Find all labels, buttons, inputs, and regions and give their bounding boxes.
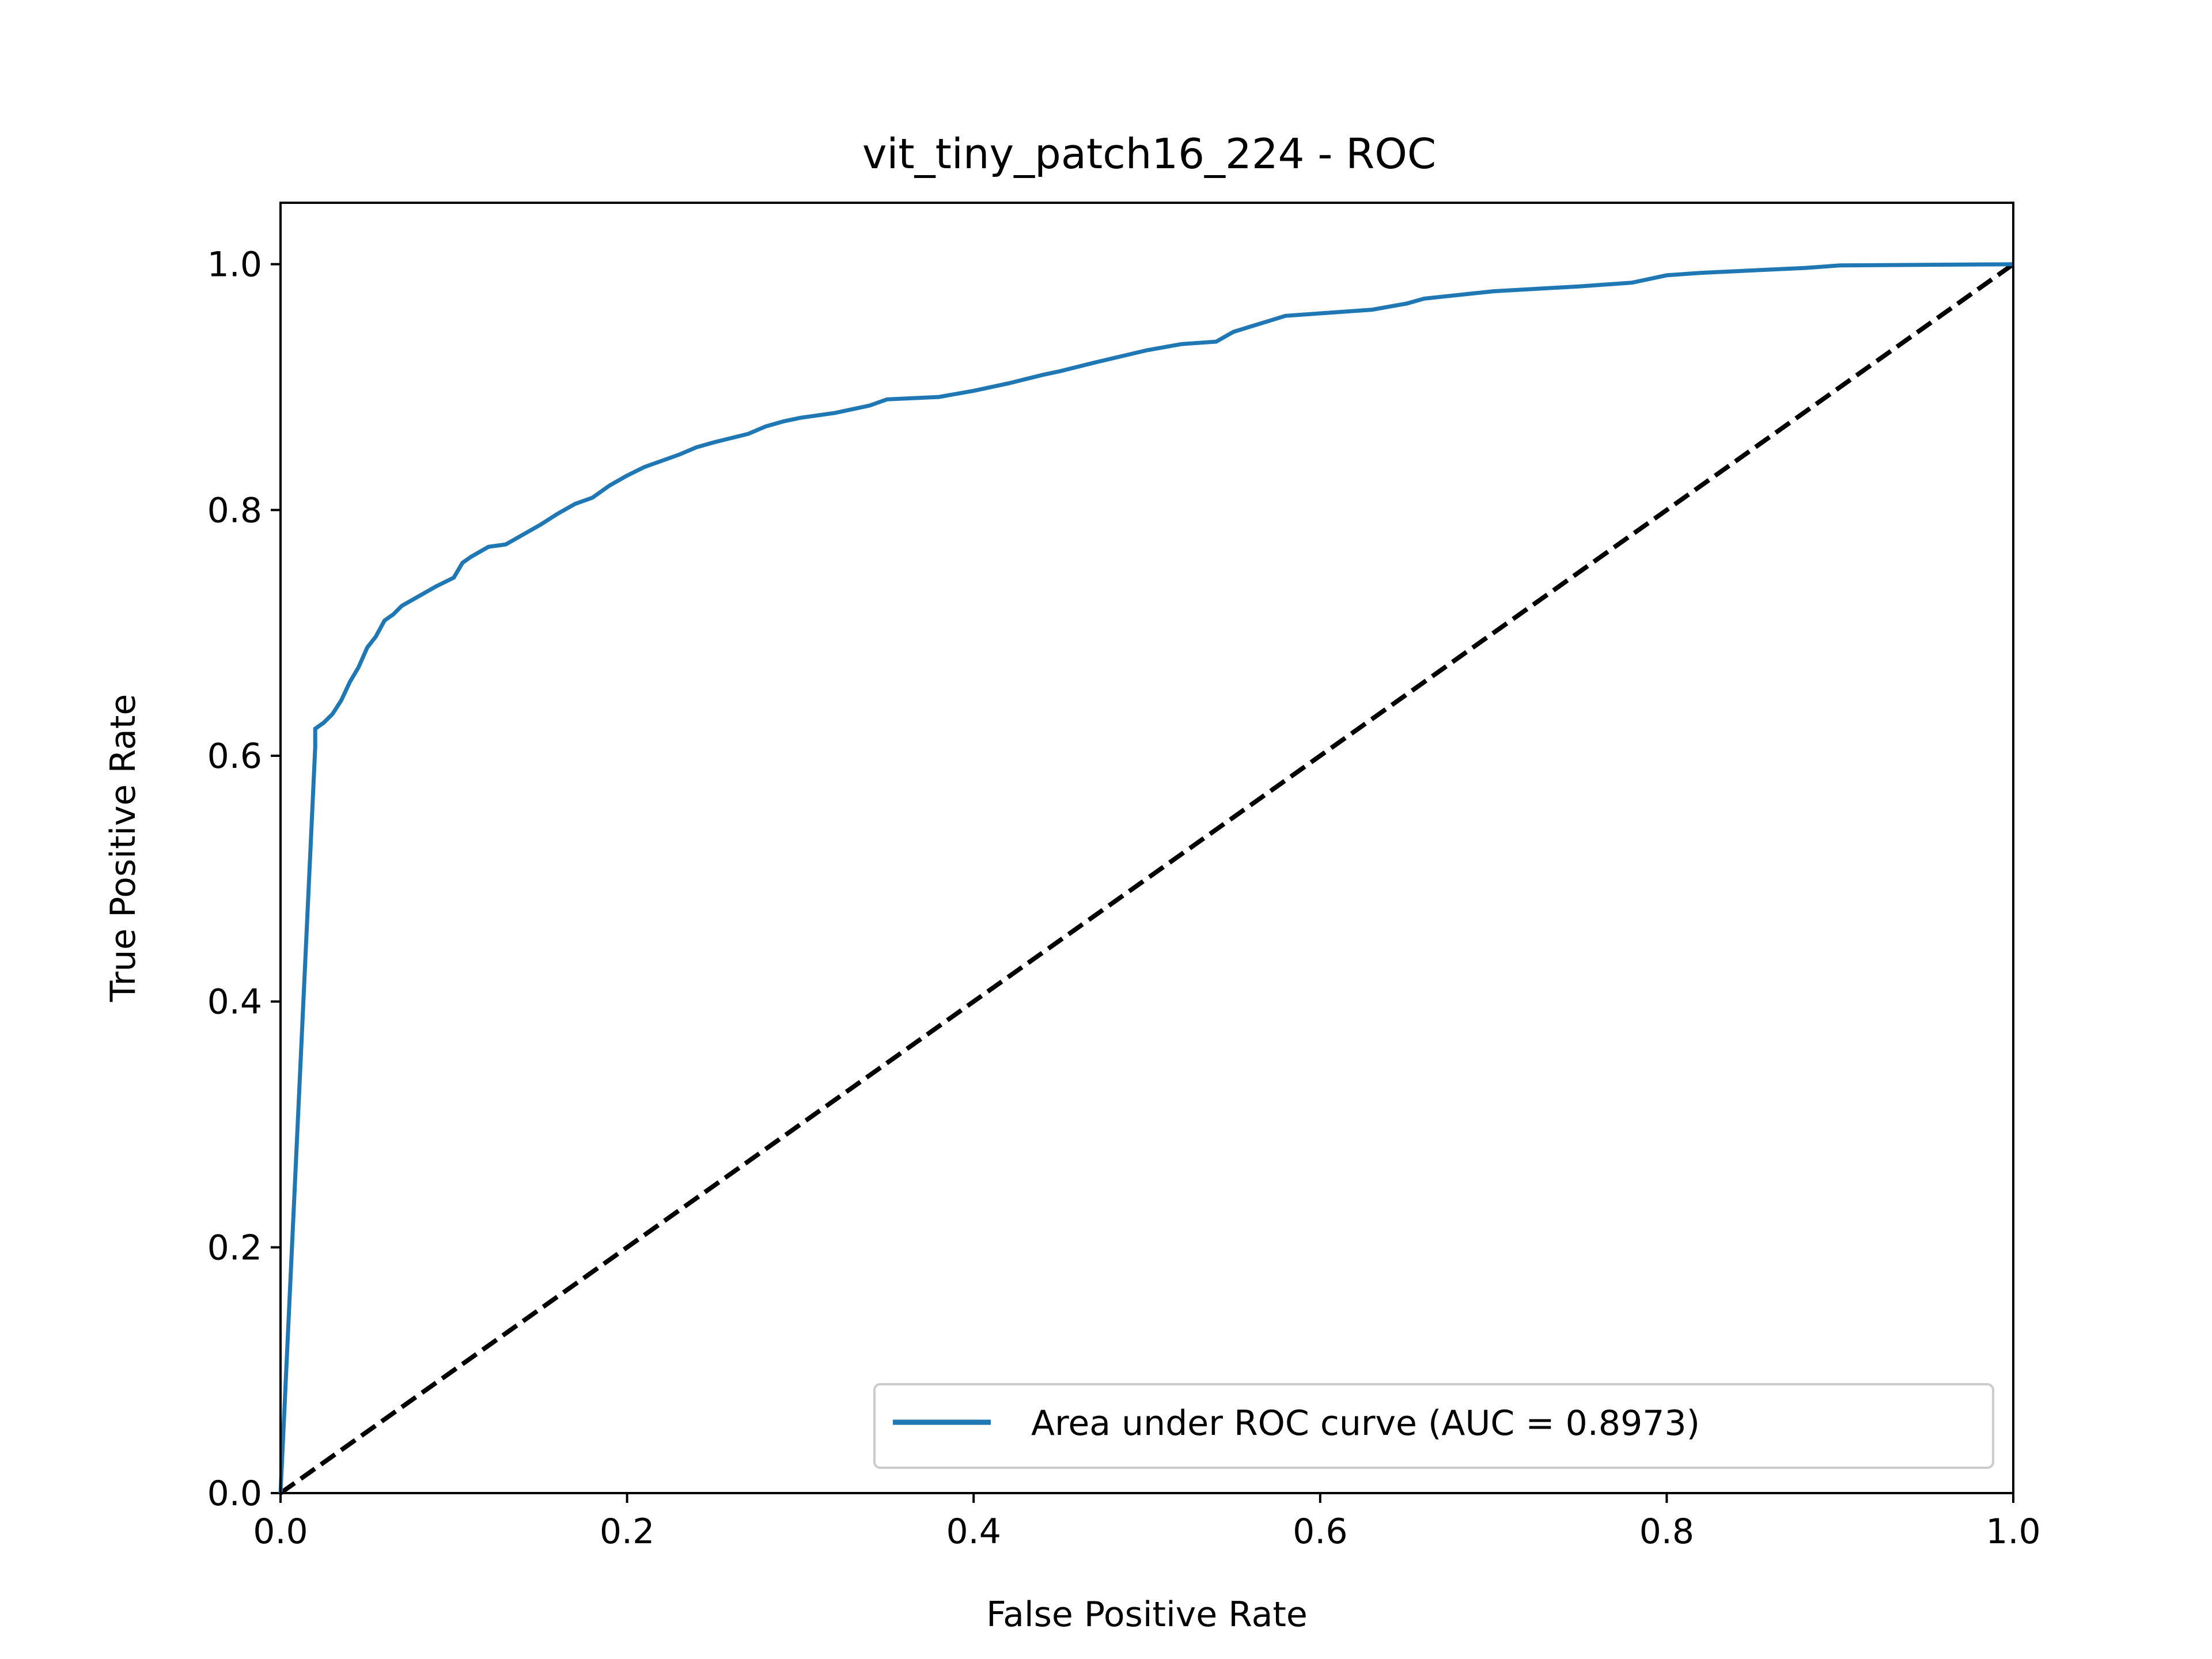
- legend-label: Area under ROC curve (AUC = 0.8973): [1031, 1403, 1700, 1444]
- y-tick-label: 0.2: [207, 1228, 262, 1268]
- roc-curve-line: [278, 262, 2014, 1494]
- y-tick-label: 0.8: [207, 490, 262, 531]
- x-tick-label: 0.2: [600, 1512, 654, 1552]
- x-axis-ticks: 0.0 0.2 0.4 0.6 0.8 1.0: [253, 1493, 2041, 1552]
- legend: Area under ROC curve (AUC = 0.8973): [873, 1383, 1994, 1469]
- x-tick-label: 1.0: [1986, 1512, 2040, 1552]
- y-tick-label: 0.4: [207, 982, 262, 1022]
- y-axis-label: True Positive Rate: [103, 694, 143, 1002]
- legend-box: [873, 1383, 1994, 1469]
- y-tick-label: 0.6: [207, 736, 262, 777]
- x-axis-label: False Positive Rate: [986, 1594, 1308, 1635]
- plot-frame: [279, 202, 2014, 1494]
- series-layer: [278, 262, 2015, 1495]
- x-tick-label: 0.6: [1293, 1512, 1347, 1552]
- x-tick-label: 0.8: [1639, 1512, 1694, 1552]
- x-tick-label: 0.0: [253, 1512, 308, 1552]
- chart-title: vit_tiny_patch16_224 - ROC: [862, 130, 1436, 178]
- x-tick-label: 0.4: [946, 1512, 1001, 1552]
- y-tick-label: 1.0: [207, 245, 262, 285]
- y-tick-label: 0.0: [207, 1474, 262, 1514]
- chance-diagonal-line: [279, 262, 2015, 1495]
- y-axis-ticks: 0.0 0.2 0.4 0.6 0.8 1.0: [207, 245, 281, 1514]
